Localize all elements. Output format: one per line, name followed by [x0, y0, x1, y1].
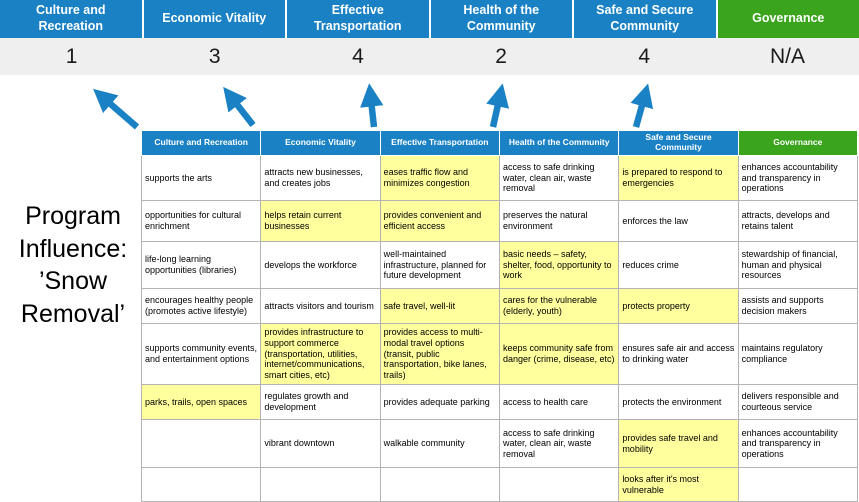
matrix-cell-r3-c2: develops the workforce — [261, 242, 380, 289]
matrix-cell-r5-c1: supports community events, and entertain… — [142, 324, 261, 385]
summary-score-5: 4 — [573, 38, 716, 75]
matrix-cell-r7-c1 — [142, 420, 261, 468]
matrix-cell-r2-c3: provides convenient and efficient access — [380, 201, 499, 242]
matrix-cell-r4-c1: encourages healthy people (promotes acti… — [142, 289, 261, 324]
matrix-cell-r4-c2: attracts visitors and tourism — [261, 289, 380, 324]
matrix-header-3: Effective Transportation — [380, 131, 499, 156]
arrow-up-icon — [493, 91, 501, 127]
matrix-cell-r5-c6: maintains regulatory compliance — [738, 324, 857, 385]
matrix-cell-r6-c5: protects the environment — [619, 385, 738, 420]
matrix-cell-r8-c5: looks after it's most vulnerable — [619, 468, 738, 502]
matrix-cell-r2-c4: preserves the natural environment — [499, 201, 618, 242]
matrix-cell-r1-c3: eases traffic flow and minimizes congest… — [380, 156, 499, 201]
summary-score-2: 3 — [143, 38, 286, 75]
matrix-cell-r4-c4: cares for the vulnerable (elderly, youth… — [499, 289, 618, 324]
matrix-cell-r7-c4: access to safe drinking water, clean air… — [499, 420, 618, 468]
matrix-cell-r8-c6 — [738, 468, 857, 502]
matrix-cell-r6-c4: access to health care — [499, 385, 618, 420]
influence-arrows — [0, 73, 859, 131]
matrix-cell-r2-c2: helps retain current businesses — [261, 201, 380, 242]
matrix-cell-r6-c2: regulates growth and development — [261, 385, 380, 420]
matrix-cell-r3-c1: life-long learning opportunities (librar… — [142, 242, 261, 289]
arrow-up-icon — [636, 91, 646, 127]
matrix-cell-r7-c6: enhances accountability and transparency… — [738, 420, 857, 468]
matrix-cell-r3-c4: basic needs – safety, shelter, food, opp… — [499, 242, 618, 289]
matrix-cell-r4-c6: assists and supports decision makers — [738, 289, 857, 324]
matrix-cell-r2-c1: opportunities for cultural enrichment — [142, 201, 261, 242]
page-title: Program Influence: ’Snow Removal’ — [0, 200, 146, 330]
matrix-cell-r4-c5: protects property — [619, 289, 738, 324]
matrix-header-5: Safe and Secure Community — [619, 131, 738, 156]
matrix-cell-r8-c2 — [261, 468, 380, 502]
summary-score-3: 4 — [286, 38, 429, 75]
matrix-cell-r7-c3: walkable community — [380, 420, 499, 468]
arrow-up-icon — [228, 93, 253, 125]
matrix-cell-r8-c1 — [142, 468, 261, 502]
summary-score-4: 2 — [430, 38, 573, 75]
matrix-cell-r8-c3 — [380, 468, 499, 502]
matrix-header-1: Culture and Recreation — [142, 131, 261, 156]
summary-header-4: Health of the Community — [431, 0, 573, 38]
matrix-cell-r5-c3: provides access to multi-modal travel op… — [380, 324, 499, 385]
matrix-header-2: Economic Vitality — [261, 131, 380, 156]
summary-header-3: Effective Transportation — [287, 0, 429, 38]
matrix-cell-r2-c6: attracts, develops and retains talent — [738, 201, 857, 242]
matrix-cell-r1-c5: is prepared to respond to emergencies — [619, 156, 738, 201]
summary-header-6: Governance — [718, 0, 859, 38]
matrix-cell-r6-c3: provides adequate parking — [380, 385, 499, 420]
matrix-cell-r5-c5: ensures safe air and access to drinking … — [619, 324, 738, 385]
matrix-cell-r3-c5: reduces crime — [619, 242, 738, 289]
matrix-cell-r1-c6: enhances accountability and transparency… — [738, 156, 857, 201]
matrix-row-4: encourages healthy people (promotes acti… — [142, 289, 858, 324]
matrix-cell-r3-c6: stewardship of financial, human and phys… — [738, 242, 857, 289]
matrix-header-4: Health of the Community — [499, 131, 618, 156]
matrix-cell-r1-c1: supports the arts — [142, 156, 261, 201]
matrix-header-6: Governance — [738, 131, 857, 156]
matrix-cell-r5-c2: provides infrastructure to support comme… — [261, 324, 380, 385]
matrix-row-3: life-long learning opportunities (librar… — [142, 242, 858, 289]
summary-score-1: 1 — [0, 38, 143, 75]
summary-header-2: Economic Vitality — [144, 0, 286, 38]
matrix-cell-r7-c2: vibrant downtown — [261, 420, 380, 468]
matrix-row-5: supports community events, and entertain… — [142, 324, 858, 385]
summary-score-6: N/A — [716, 38, 859, 75]
matrix-row-8: looks after it's most vulnerable — [142, 468, 858, 502]
summary-header-1: Culture and Recreation — [0, 0, 142, 38]
matrix-cell-r6-c6: delivers responsible and courteous servi… — [738, 385, 857, 420]
summary-header-5: Safe and Secure Community — [574, 0, 716, 38]
matrix-cell-r4-c3: safe travel, well-lit — [380, 289, 499, 324]
arrow-up-icon — [370, 91, 374, 127]
matrix-cell-r2-c5: enforces the law — [619, 201, 738, 242]
matrix-cell-r7-c5: provides safe travel and mobility — [619, 420, 738, 468]
matrix-cell-r6-c1: parks, trails, open spaces — [142, 385, 261, 420]
matrix-cell-r8-c4 — [499, 468, 618, 502]
matrix-cell-r5-c4: keeps community safe from danger (crime,… — [499, 324, 618, 385]
matrix-cell-r1-c4: access to safe drinking water, clean air… — [499, 156, 618, 201]
arrow-up-icon — [99, 94, 137, 127]
matrix-cell-r3-c3: well-maintained infrastructure, planned … — [380, 242, 499, 289]
matrix-cell-r1-c2: attracts new businesses, and creates job… — [261, 156, 380, 201]
